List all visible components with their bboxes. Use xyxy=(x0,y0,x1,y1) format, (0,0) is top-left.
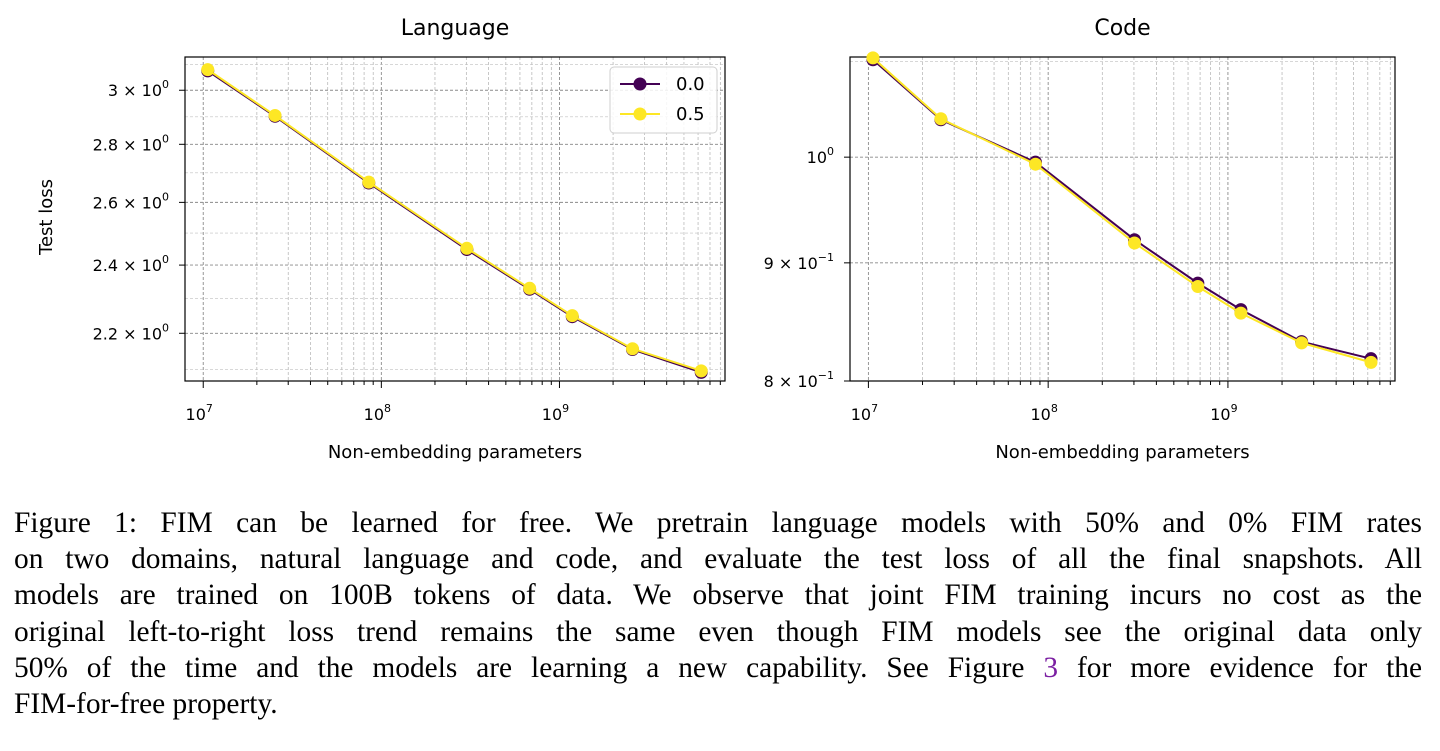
y-tick-label: 3 × 100 xyxy=(108,78,169,100)
x-axis-label: Non-embedding parameters xyxy=(328,442,582,463)
data-point xyxy=(460,241,474,255)
data-point xyxy=(625,342,639,356)
x-axis-label: Non-embedding parameters xyxy=(995,442,1249,463)
legend-label: 0.0 xyxy=(676,74,705,95)
x-tick-label: 109 xyxy=(542,402,569,424)
data-point xyxy=(1028,157,1042,171)
series-line-0.5 xyxy=(872,57,1372,364)
caption-line: FIM-for-free property. xyxy=(14,688,278,721)
legend-marker xyxy=(633,77,647,91)
data-point xyxy=(934,112,948,126)
x-tick-label: 107 xyxy=(851,402,878,424)
caption-line: original left-to-right loss trend remain… xyxy=(14,615,1422,648)
y-tick-label: 8 × 10−1 xyxy=(764,369,834,391)
data-point xyxy=(1234,306,1248,320)
data-point xyxy=(866,51,880,65)
x-tick-label: 108 xyxy=(364,402,391,424)
caption-line: Figure 1: FIM can be learned for free. W… xyxy=(14,507,1422,539)
series-line-0.0 xyxy=(872,58,1372,360)
chart-title: Language xyxy=(401,16,510,41)
series-line-0.5 xyxy=(207,68,702,372)
data-point xyxy=(1127,236,1141,250)
data-point xyxy=(1364,355,1378,369)
y-tick-label: 2.2 × 100 xyxy=(93,321,169,343)
plot-frame xyxy=(849,56,1396,382)
chart-panel-language: 3 × 100 2.8 × 100 2.6 × 100 2.4 × 100 2.2 × … xyxy=(36,16,726,463)
data-point xyxy=(694,364,708,378)
figure-caption: Figure 1: FIM can be learned for free. W… xyxy=(14,505,1422,722)
data-point xyxy=(1191,280,1205,294)
chart-legend: 0.00.5 xyxy=(609,66,718,134)
x-tick-label: 107 xyxy=(186,402,213,424)
x-tick-label: 109 xyxy=(1210,402,1237,424)
chart-panel-code: 100 9 × 10−1 8 × 10−1 107 108 109 Code Non-embe… xyxy=(764,16,1396,463)
y-tick-label: 2.8 × 100 xyxy=(93,132,169,154)
chart-title: Code xyxy=(1094,16,1150,41)
plot-frame xyxy=(184,56,726,382)
data-point xyxy=(523,281,537,295)
legend-marker xyxy=(633,107,647,121)
data-point xyxy=(268,108,282,122)
data-point xyxy=(201,63,215,77)
caption-text: 50% of the time and the models are learn… xyxy=(14,651,1025,684)
y-tick-label: 2.6 × 100 xyxy=(93,190,169,212)
figure-panels: 3 × 100 2.8 × 100 2.6 × 100 2.4 × 100 2.2 × … xyxy=(36,16,1396,463)
y-axis-label: Test loss xyxy=(36,179,57,256)
x-tick-label: 108 xyxy=(1030,402,1057,424)
y-tick-label: 100 xyxy=(807,145,834,167)
data-point xyxy=(362,175,376,189)
y-tick-label: 2.4 × 100 xyxy=(93,253,169,275)
caption-text: for more evidence for the xyxy=(1058,651,1422,684)
y-tick-label: 9 × 10−1 xyxy=(764,251,834,273)
caption-line: models are trained on 100B tokens of dat… xyxy=(14,579,1422,612)
caption-line: on two domains, natural language and cod… xyxy=(14,543,1422,576)
caption-line: 50% of the time and the models are learn… xyxy=(14,650,1422,686)
data-point xyxy=(565,309,579,323)
data-point xyxy=(1295,336,1309,350)
legend-label: 0.5 xyxy=(676,104,705,125)
figure-reference-link[interactable]: 3 xyxy=(1043,651,1059,684)
